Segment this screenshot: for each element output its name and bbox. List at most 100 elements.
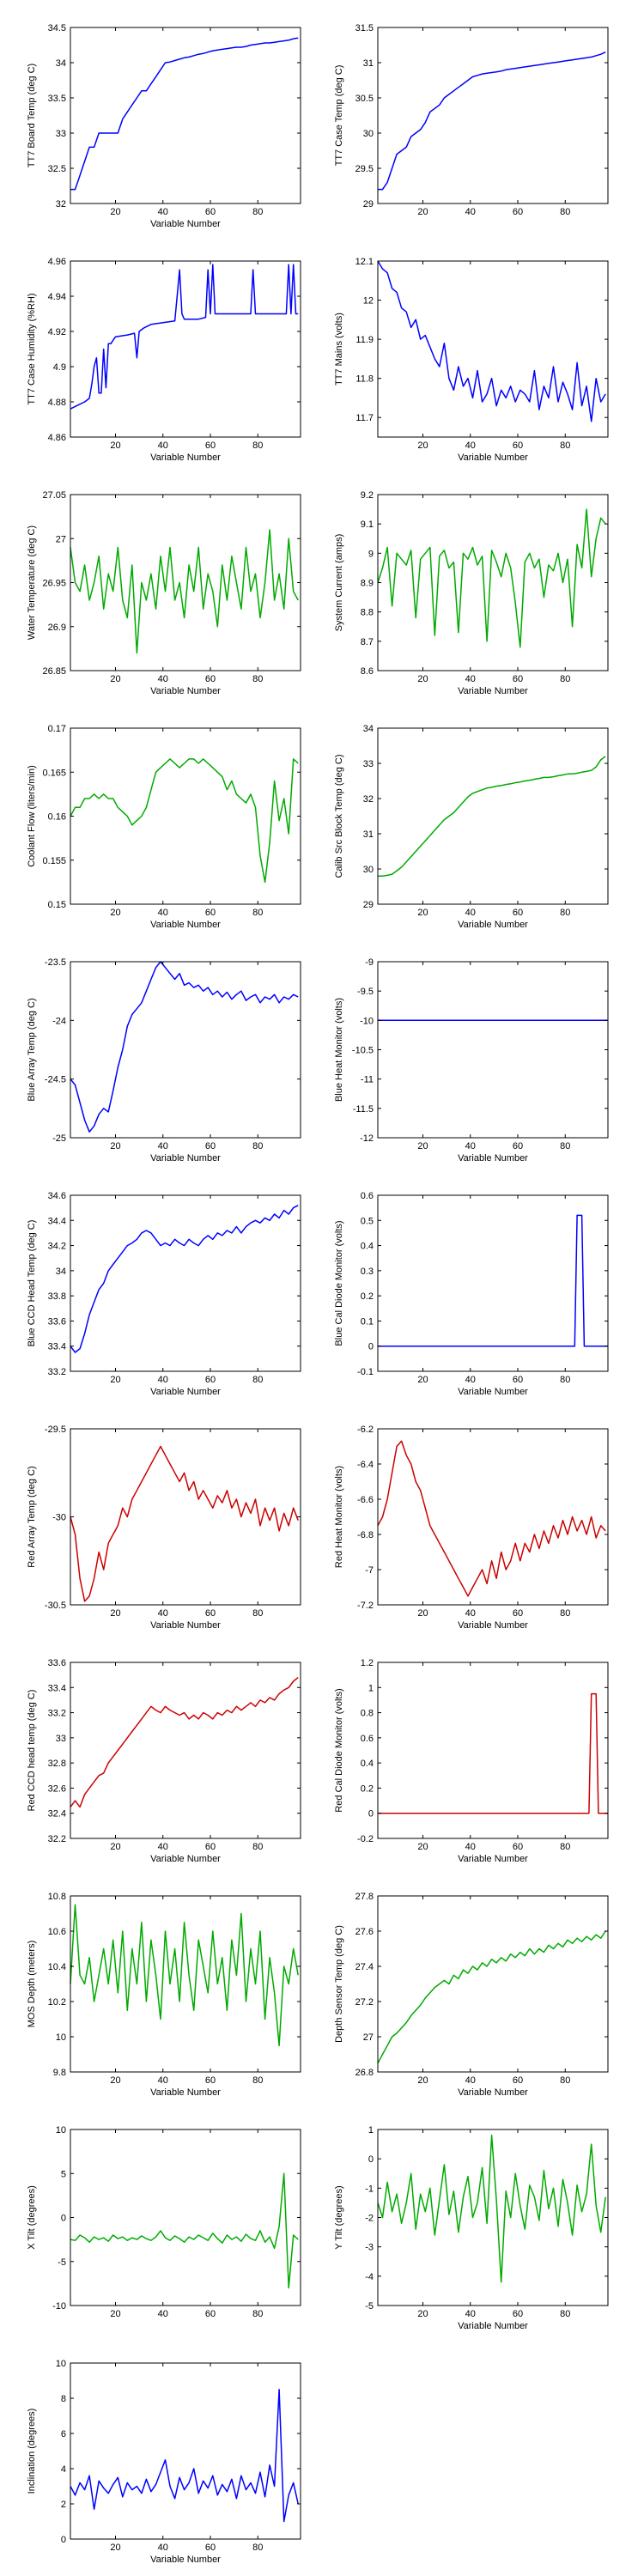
series-line bbox=[70, 1904, 299, 2047]
x-tick-label: 40 bbox=[465, 1141, 476, 1151]
chart-panel-8: 20 40 60 80 29 30 31 32 33 34 Variable Number Calib… bbox=[334, 724, 609, 930]
x-tick-label: 60 bbox=[513, 2309, 523, 2319]
y-tick-label: 34.5 bbox=[48, 23, 66, 33]
x-tick-label: 60 bbox=[205, 2309, 216, 2319]
y-tick-label: 2 bbox=[61, 2500, 66, 2510]
y-axis-label: Depth Sensor Temp (deg C) bbox=[334, 1925, 344, 2043]
x-tick-label: 60 bbox=[513, 207, 523, 217]
x-tick-label: 60 bbox=[513, 2075, 523, 2086]
axes-frame bbox=[70, 1895, 301, 2073]
y-tick-label: 27.2 bbox=[355, 1997, 374, 2008]
y-tick-label: 4 bbox=[61, 2464, 66, 2475]
y-tick-label: 27.6 bbox=[355, 1927, 374, 1937]
x-tick-label: 80 bbox=[252, 1842, 263, 1852]
x-tick-label: 40 bbox=[158, 2075, 168, 2086]
x-tick-label: 20 bbox=[110, 440, 120, 451]
y-tick-label: -12 bbox=[360, 1133, 374, 1144]
y-tick-label: 34.4 bbox=[48, 1216, 66, 1226]
y-tick-label: 26.95 bbox=[42, 579, 66, 589]
y-tick-label: -30.5 bbox=[45, 1601, 66, 1611]
y-tick-label: 10.6 bbox=[48, 1927, 66, 1937]
axes-frame bbox=[70, 1428, 301, 1606]
series-line bbox=[377, 1440, 606, 1597]
y-tick-label: 33 bbox=[56, 1734, 66, 1744]
y-tick-label: 10.8 bbox=[48, 1892, 66, 1902]
y-tick-label: 33.4 bbox=[48, 1342, 66, 1352]
x-axis-label: Variable Number bbox=[458, 920, 528, 930]
x-tick-label: 40 bbox=[158, 2543, 168, 2553]
y-tick-label: 10 bbox=[56, 2032, 66, 2043]
y-tick-label: 4.96 bbox=[48, 257, 66, 267]
x-tick-label: 40 bbox=[465, 2075, 476, 2086]
y-tick-label: 0.16 bbox=[48, 812, 66, 823]
x-axis-label: Variable Number bbox=[150, 1387, 221, 1397]
x-tick-label: 40 bbox=[465, 2309, 476, 2319]
series-line bbox=[378, 1214, 608, 1347]
y-tick-label: 26.85 bbox=[42, 666, 66, 677]
y-tick-label: 0.165 bbox=[42, 768, 66, 778]
series-line bbox=[377, 508, 606, 648]
y-tick-label: 9.8 bbox=[53, 2068, 66, 2078]
chart-panel-7: 20 40 60 80 0.15 0.155 0.16 0.165 0.17 Variable N… bbox=[27, 724, 301, 930]
x-tick-label: 40 bbox=[158, 1141, 168, 1151]
y-tick-label: -29.5 bbox=[45, 1425, 66, 1435]
x-tick-label: 20 bbox=[110, 1608, 120, 1619]
x-tick-label: 40 bbox=[158, 440, 168, 451]
y-tick-label: -0.1 bbox=[357, 1367, 374, 1377]
x-tick-label: 20 bbox=[110, 2075, 120, 2086]
chart-panel-14: 20 40 60 80 -7.2 -7 -6.8 -6.6 -6.4 -6.2 Variable N… bbox=[334, 1425, 609, 1631]
chart-panel-4: 20 40 60 80 11.7 11.8 11.9 12 12.1 Variable Numbe… bbox=[334, 257, 609, 463]
y-tick-label: 29.5 bbox=[355, 164, 374, 174]
y-tick-label: -10 bbox=[360, 1016, 374, 1026]
x-tick-label: 80 bbox=[560, 1842, 570, 1852]
y-tick-label: 8.6 bbox=[361, 666, 374, 677]
y-tick-label: 0.2 bbox=[361, 1783, 374, 1794]
x-tick-label: 80 bbox=[560, 908, 570, 918]
y-tick-label: 4.92 bbox=[48, 327, 66, 337]
y-tick-label: -9 bbox=[365, 957, 374, 968]
axes-frame bbox=[70, 2129, 301, 2306]
y-tick-label: 0.2 bbox=[361, 1291, 374, 1302]
axes-frame bbox=[70, 1662, 301, 1839]
y-tick-label: 0.17 bbox=[48, 724, 66, 734]
y-axis-label: Y Tilt (degrees) bbox=[334, 2185, 344, 2249]
y-tick-label: 9.2 bbox=[361, 490, 374, 501]
y-axis-label: TT7 Case Humidity (%RH) bbox=[27, 293, 37, 404]
x-tick-label: 80 bbox=[252, 1608, 263, 1619]
y-tick-label: -0.2 bbox=[357, 1834, 374, 1844]
x-tick-label: 20 bbox=[417, 1141, 428, 1151]
y-tick-label: 31 bbox=[363, 58, 374, 69]
x-axis-label: Variable Number bbox=[458, 2087, 528, 2098]
x-tick-label: 60 bbox=[205, 1608, 216, 1619]
chart-panel-13: 20 40 60 80 -30.5 -30 -29.5 Variable Number Red … bbox=[27, 1425, 301, 1631]
y-tick-label: 9 bbox=[368, 549, 374, 559]
y-tick-label: -6.8 bbox=[357, 1530, 374, 1540]
y-tick-label: 0.4 bbox=[361, 1759, 374, 1769]
x-axis-label: Variable Number bbox=[150, 2087, 221, 2098]
series-line bbox=[70, 529, 299, 654]
y-tick-label: 33.5 bbox=[48, 94, 66, 104]
x-axis-label: Variable Number bbox=[458, 1153, 528, 1163]
y-tick-label: -1 bbox=[365, 2184, 374, 2194]
x-tick-label: 80 bbox=[252, 207, 263, 217]
y-tick-label: -2 bbox=[365, 2214, 374, 2224]
y-tick-label: 27.05 bbox=[42, 490, 66, 501]
x-tick-label: 80 bbox=[252, 2309, 263, 2319]
y-tick-label: 0.5 bbox=[361, 1216, 374, 1226]
series-line bbox=[377, 260, 606, 422]
x-tick-label: 40 bbox=[465, 1608, 476, 1619]
x-tick-label: 20 bbox=[110, 1842, 120, 1852]
x-tick-label: 20 bbox=[110, 207, 120, 217]
x-tick-label: 20 bbox=[417, 440, 428, 451]
x-tick-label: 80 bbox=[560, 674, 570, 684]
x-axis-label: Variable Number bbox=[458, 2321, 528, 2331]
x-tick-label: 40 bbox=[158, 674, 168, 684]
x-tick-label: 80 bbox=[252, 2075, 263, 2086]
y-axis-label: TT7 Board Temp (deg C) bbox=[27, 64, 37, 167]
chart-panel-17: 20 40 60 80 9.8 10 10.2 10.4 10.6 10.8 Variable Nu… bbox=[27, 1892, 301, 2098]
x-tick-label: 20 bbox=[110, 1375, 120, 1385]
x-tick-label: 80 bbox=[252, 908, 263, 918]
y-tick-label: 11.8 bbox=[355, 374, 374, 385]
y-tick-label: 33.6 bbox=[48, 1316, 66, 1327]
